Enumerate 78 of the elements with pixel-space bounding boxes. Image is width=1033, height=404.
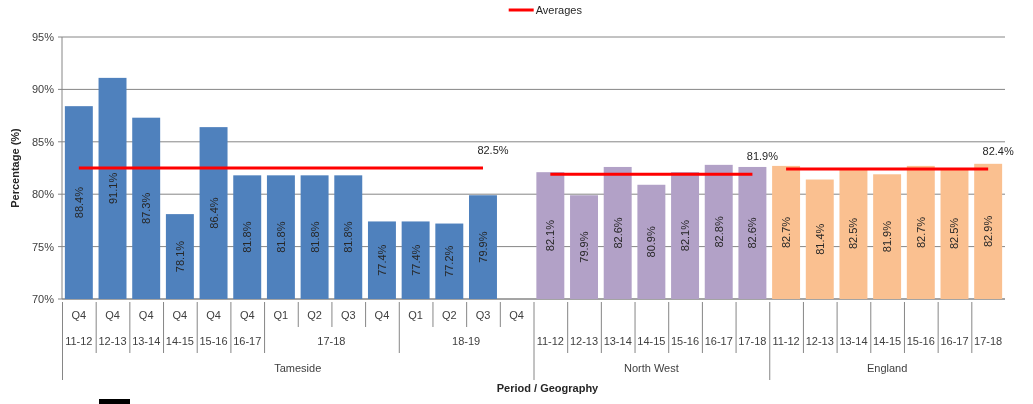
category-label: 15-16 <box>670 335 700 347</box>
category-label: Q4 <box>138 309 154 321</box>
data-label: 82.7% <box>914 216 927 249</box>
data-label: 82.6% <box>746 217 759 249</box>
data-label: 82.5% <box>847 217 860 250</box>
category-label: Q4 <box>374 309 390 321</box>
category-label: 14-15 <box>165 335 194 347</box>
category-label: Tameside <box>274 362 322 374</box>
y-tick-label: 80% <box>31 188 55 201</box>
data-label: 91.1% <box>106 172 119 205</box>
y-tick-label: 70% <box>31 293 55 305</box>
data-label: 82.6% <box>611 217 624 249</box>
category-label: Q1 <box>408 309 423 321</box>
category-label: 18-19 <box>452 335 481 347</box>
category-label: 12-13 <box>98 335 127 347</box>
data-label: 86.4% <box>207 197 220 229</box>
data-label: 82.5% <box>477 144 509 156</box>
category-label: 14-15 <box>637 335 666 347</box>
data-label: 88.4% <box>72 186 85 219</box>
legend-label: Averages <box>535 4 583 16</box>
data-label: 78.1% <box>173 240 186 273</box>
category-label: 13-14 <box>132 335 161 347</box>
category-label: Q3 <box>340 309 356 321</box>
category-label: 16-17 <box>704 335 733 347</box>
category-label: Q4 <box>239 309 255 321</box>
data-label: 82.4% <box>982 145 1014 158</box>
data-label: 82.1% <box>679 219 692 252</box>
category-label: Q4 <box>71 309 87 321</box>
category-label: 17-18 <box>738 335 767 347</box>
category-label: 17-18 <box>974 335 1003 347</box>
category-label: Q4 <box>105 309 120 321</box>
data-label: 81.8% <box>308 221 321 253</box>
data-label: 81.4% <box>813 223 826 255</box>
data-label: 82.5% <box>948 217 961 250</box>
category-label: Q2 <box>307 309 322 321</box>
category-label: 11-12 <box>772 335 800 347</box>
y-tick-label: 95% <box>31 31 55 43</box>
category-label: 11-12 <box>536 335 564 347</box>
category-label: Q4 <box>172 309 188 321</box>
data-label: 79.9% <box>578 231 591 263</box>
category-label: North West <box>623 362 679 374</box>
category-label: 13-14 <box>603 335 632 347</box>
category-label: Q4 <box>206 309 221 321</box>
data-label: 81.8% <box>274 221 287 253</box>
data-label: 81.9% <box>881 220 894 253</box>
y-tick-label: 75% <box>31 240 55 253</box>
category-label: 15-16 <box>906 335 935 347</box>
category-label: 12-13 <box>569 335 599 347</box>
category-label: Q4 <box>509 309 524 321</box>
data-label: 82.8% <box>712 216 725 248</box>
data-label: 87.3% <box>140 192 153 224</box>
data-label: 77.2% <box>443 245 456 277</box>
category-label: 13-14 <box>839 335 868 347</box>
category-label: Q1 <box>273 309 289 321</box>
category-label: 17-18 <box>317 335 346 347</box>
data-label: 80.9% <box>645 226 658 258</box>
data-label: 77.4% <box>375 244 388 276</box>
y-axis-title: Percentage (%) <box>9 127 21 208</box>
category-label: England <box>866 362 908 374</box>
category-label: Q3 <box>475 309 491 321</box>
category-label: 16-17 <box>940 335 969 347</box>
data-label: 81.9% <box>746 150 779 163</box>
category-label: 15-16 <box>199 335 228 347</box>
data-label: 81.8% <box>241 221 254 253</box>
category-label: 14-15 <box>873 335 902 347</box>
category-label: Q2 <box>441 309 457 321</box>
category-label: 16-17 <box>233 335 262 347</box>
category-label: 12-13 <box>805 335 834 347</box>
data-label: 81.8% <box>342 221 355 253</box>
data-label: 82.1% <box>544 219 557 252</box>
y-tick-label: 90% <box>31 83 55 96</box>
data-label: 79.9% <box>476 231 489 263</box>
text: Period / Geography <box>496 382 600 394</box>
category-label: 11-12 <box>65 335 93 347</box>
data-label: 82.7% <box>780 216 793 249</box>
y-tick-label: 85% <box>31 135 55 148</box>
data-label: 77.4% <box>409 244 422 276</box>
data-label: 82.9% <box>982 215 995 248</box>
